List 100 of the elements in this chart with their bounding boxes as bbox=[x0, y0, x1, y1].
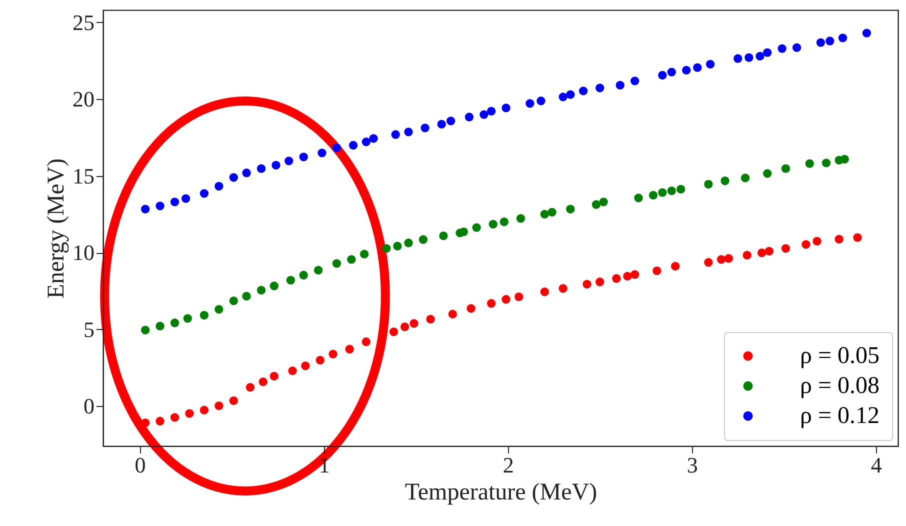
point bbox=[778, 44, 786, 53]
y-tick-label: 20 bbox=[72, 86, 94, 112]
point bbox=[596, 278, 604, 286]
point bbox=[347, 255, 356, 264]
point bbox=[536, 96, 546, 106]
point bbox=[464, 112, 474, 122]
point bbox=[183, 314, 192, 323]
point bbox=[781, 244, 790, 253]
point bbox=[299, 270, 308, 280]
point bbox=[616, 80, 624, 90]
point bbox=[744, 53, 754, 62]
point bbox=[630, 76, 640, 86]
point bbox=[369, 134, 378, 143]
point bbox=[834, 234, 844, 244]
point bbox=[540, 288, 549, 296]
point bbox=[466, 304, 476, 313]
y-tick-label: 25 bbox=[72, 10, 94, 35]
point bbox=[742, 250, 752, 260]
point bbox=[488, 220, 498, 228]
point bbox=[229, 396, 238, 406]
point bbox=[816, 38, 826, 47]
point bbox=[792, 43, 802, 52]
point bbox=[418, 235, 428, 244]
point bbox=[256, 286, 266, 294]
point bbox=[426, 314, 435, 324]
point bbox=[362, 337, 370, 346]
point bbox=[448, 310, 457, 318]
point bbox=[214, 401, 224, 410]
point bbox=[706, 60, 715, 69]
point bbox=[314, 266, 323, 275]
point bbox=[676, 184, 686, 194]
point bbox=[500, 218, 509, 226]
point bbox=[578, 86, 588, 96]
point bbox=[516, 214, 526, 223]
point bbox=[299, 152, 308, 162]
point bbox=[592, 200, 601, 209]
point bbox=[486, 299, 496, 308]
point bbox=[200, 189, 209, 198]
point bbox=[242, 168, 251, 178]
point bbox=[757, 248, 766, 258]
point bbox=[822, 158, 831, 168]
point bbox=[185, 409, 194, 418]
point bbox=[652, 266, 662, 276]
point bbox=[670, 262, 680, 271]
point bbox=[229, 296, 238, 306]
point bbox=[170, 413, 180, 422]
point bbox=[812, 236, 822, 246]
point bbox=[704, 180, 713, 189]
point bbox=[502, 104, 510, 112]
point bbox=[826, 36, 834, 46]
point bbox=[200, 310, 209, 320]
x-tick-label: 4 bbox=[870, 452, 882, 478]
point bbox=[140, 204, 150, 214]
x-tick-label: 0 bbox=[134, 452, 146, 478]
y-tick-label: 10 bbox=[72, 240, 94, 266]
point bbox=[623, 272, 632, 281]
point bbox=[214, 305, 224, 314]
point bbox=[802, 240, 810, 249]
point bbox=[630, 270, 640, 279]
point bbox=[332, 259, 342, 268]
point bbox=[724, 254, 734, 263]
point bbox=[156, 416, 164, 426]
point bbox=[170, 198, 180, 206]
point bbox=[805, 159, 814, 168]
point bbox=[558, 284, 568, 293]
point bbox=[284, 156, 294, 166]
point bbox=[156, 322, 164, 330]
point bbox=[214, 182, 224, 191]
point bbox=[781, 164, 790, 173]
point bbox=[667, 68, 676, 76]
point bbox=[229, 173, 238, 182]
point bbox=[596, 84, 604, 92]
y-tick-label: 5 bbox=[84, 316, 94, 342]
point bbox=[410, 319, 418, 328]
point bbox=[734, 54, 742, 63]
point bbox=[667, 186, 676, 196]
point bbox=[437, 120, 446, 129]
point bbox=[566, 204, 575, 214]
point bbox=[270, 372, 278, 380]
point bbox=[612, 274, 621, 283]
point bbox=[599, 198, 608, 206]
point bbox=[693, 63, 702, 72]
point bbox=[540, 210, 549, 219]
point bbox=[840, 154, 849, 164]
point bbox=[704, 258, 713, 267]
point bbox=[348, 140, 358, 150]
point bbox=[862, 28, 872, 38]
point bbox=[472, 223, 481, 232]
legend-label: ρ = 0.08 bbox=[800, 373, 880, 399]
point bbox=[634, 194, 643, 202]
point bbox=[558, 92, 568, 102]
point bbox=[648, 190, 658, 200]
legend-label: ρ = 0.12 bbox=[800, 403, 880, 429]
point bbox=[242, 292, 251, 300]
point bbox=[270, 282, 278, 290]
point bbox=[362, 138, 370, 146]
point bbox=[288, 366, 297, 376]
point bbox=[658, 188, 667, 197]
point bbox=[514, 292, 524, 302]
point bbox=[486, 106, 496, 116]
